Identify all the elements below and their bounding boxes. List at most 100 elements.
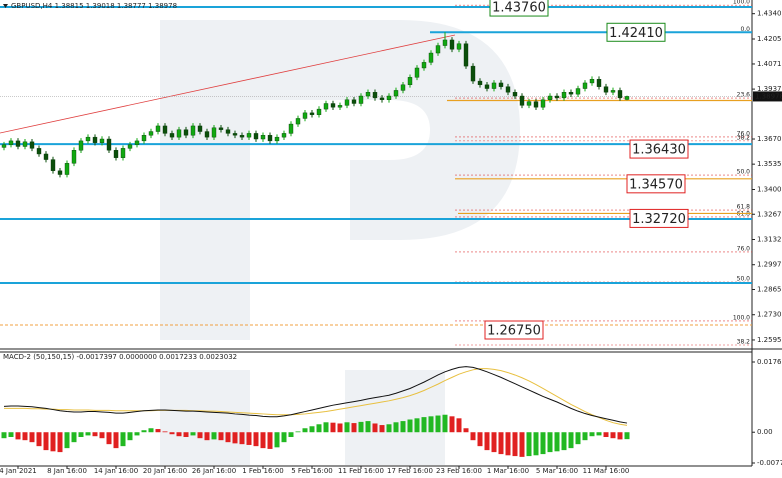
candle-body (239, 135, 245, 138)
level-label: 1.42410 (609, 26, 663, 41)
candle-body (386, 95, 392, 100)
candles (1, 32, 630, 178)
histogram-bar (309, 426, 315, 433)
level-label: 1.36430 (632, 143, 686, 158)
histogram-bar (134, 432, 140, 436)
candle-body (547, 95, 553, 100)
histogram-bar (232, 432, 238, 444)
candle-body (617, 90, 623, 99)
watermark-shape (250, 20, 520, 240)
histogram-bar (596, 432, 602, 436)
histogram-bar (351, 423, 357, 433)
histogram-bar (617, 432, 623, 440)
candle-body (162, 125, 168, 134)
y-tick-label: 1.31325 (757, 235, 782, 243)
histogram-bar (225, 432, 231, 443)
histogram-bar (421, 417, 427, 433)
histogram-bar (120, 432, 126, 447)
histogram-bar (316, 424, 322, 433)
histogram-bar (442, 414, 448, 433)
histogram-bar (449, 416, 455, 433)
watermark-shape (160, 20, 250, 340)
histogram-bar (435, 415, 441, 433)
candle-body (519, 95, 525, 106)
candle-body (141, 135, 147, 142)
y-tick-label: 1.25950 (757, 336, 782, 344)
level-box (489, 0, 549, 17)
candle-body (512, 92, 518, 97)
candle-body (330, 103, 336, 108)
candle-body (309, 112, 315, 115)
histogram-bar (568, 432, 574, 449)
candle-body (498, 82, 504, 87)
histogram-bar (281, 432, 287, 443)
histogram-bar (498, 432, 504, 455)
histogram-bar (22, 432, 28, 441)
candle-body (148, 131, 154, 136)
histogram-bar (610, 432, 616, 439)
axes: 1.43405 1.42050 1.40715 1.39370 1.36700 1.353… (0, 10, 782, 475)
y-tick-label: 0.0176628 (757, 358, 782, 366)
y-tick-label: 1.35355 (757, 160, 782, 168)
candle-body (358, 95, 364, 104)
y-tick-label: 1.42050 (757, 35, 782, 43)
histogram-bar (561, 432, 567, 451)
histogram-bar (211, 432, 217, 440)
candle-body (323, 103, 329, 110)
histogram-bar (183, 432, 189, 437)
histogram-bar (407, 419, 413, 433)
candle-body (428, 52, 434, 63)
x-tick-label: 17 Feb 16:00 (387, 467, 433, 475)
candle-body (113, 150, 119, 158)
indicator-title: MACD-2 (50,150,15) -0.0017397 0.0000000 … (3, 353, 237, 361)
x-tick-label: 1 Mar 16:00 (487, 467, 529, 475)
x-tick-label: 5 Mar 16:00 (536, 467, 578, 475)
candle-body (526, 101, 532, 106)
histogram-bar (414, 418, 420, 433)
histogram-bar (358, 421, 364, 433)
candle-body (470, 65, 476, 82)
candle-body (435, 45, 441, 54)
candle-body (274, 136, 280, 142)
candle-body (442, 39, 448, 46)
candle-body (484, 84, 490, 89)
candle-body (50, 159, 56, 171)
candle-body (491, 82, 497, 89)
last-price-box (753, 91, 782, 102)
histogram-bar (603, 432, 609, 437)
candle-body (421, 62, 427, 69)
candle-body (85, 136, 91, 142)
y-tick-label: 1.39370 (757, 85, 782, 93)
x-tick-label: 11 Mar 16:00 (583, 467, 630, 475)
y-tick-label: 1.36700 (757, 135, 782, 143)
candle-body (127, 144, 133, 149)
fib-label: 76.0 (737, 130, 751, 137)
candle-body (477, 80, 483, 86)
candle-body (463, 43, 469, 67)
level-label: 1.32720 (632, 212, 686, 227)
histogram-bar (148, 428, 154, 433)
candle-body (22, 141, 28, 147)
histogram-bar (365, 421, 371, 433)
candle-body (8, 140, 14, 145)
candle-body (533, 101, 539, 108)
histogram-bar (505, 432, 511, 456)
y-tick-label: 1.27300 (757, 311, 782, 319)
watermark-shape (160, 370, 250, 465)
candle-body (29, 141, 35, 149)
level-label: 1.34570 (629, 177, 683, 192)
histogram-bar (29, 432, 35, 443)
histogram-bar (1, 432, 7, 439)
histogram-bar (106, 432, 112, 445)
candle-body (246, 133, 252, 138)
histogram-bar (575, 432, 581, 445)
candle-body (197, 125, 203, 132)
histogram-bar (456, 418, 462, 433)
fib-label: 76.0 (737, 245, 751, 252)
candle-body (582, 82, 588, 89)
candle-body (64, 163, 70, 175)
candle-body (554, 95, 560, 99)
x-tick-label: 23 Feb 16:00 (436, 467, 482, 475)
histogram-bar (113, 432, 119, 449)
histogram-bar (519, 432, 525, 457)
